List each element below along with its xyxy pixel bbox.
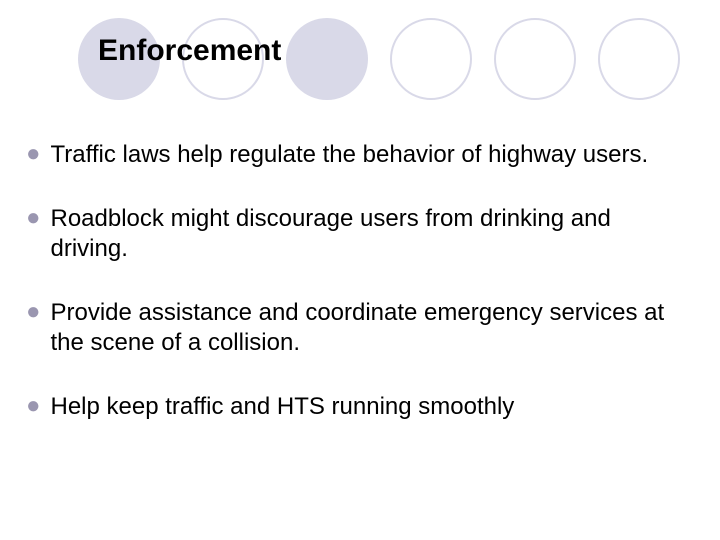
bullet-text: Help keep traffic and HTS running smooth…	[51, 392, 695, 422]
bullet-marker-icon: ●	[26, 298, 41, 327]
bullet-text: Provide assistance and coordinate emerge…	[51, 298, 695, 358]
bullet-list: ● Traffic laws help regulate the behavio…	[26, 140, 694, 422]
bullet-item: ● Traffic laws help regulate the behavio…	[26, 140, 694, 170]
bullet-marker-icon: ●	[26, 204, 41, 233]
circle-6	[598, 18, 680, 100]
circle-5	[494, 18, 576, 100]
circle-4	[390, 18, 472, 100]
bullet-text: Roadblock might discourage users from dr…	[51, 204, 695, 264]
bullet-marker-icon: ●	[26, 140, 41, 169]
slide-title: Enforcement	[98, 34, 281, 68]
bullet-text: Traffic laws help regulate the behavior …	[51, 140, 695, 170]
bullet-item: ● Provide assistance and coordinate emer…	[26, 298, 694, 358]
bullet-marker-icon: ●	[26, 392, 41, 421]
circle-3	[286, 18, 368, 100]
bullet-item: ● Roadblock might discourage users from …	[26, 204, 694, 264]
bullet-item: ● Help keep traffic and HTS running smoo…	[26, 392, 694, 422]
